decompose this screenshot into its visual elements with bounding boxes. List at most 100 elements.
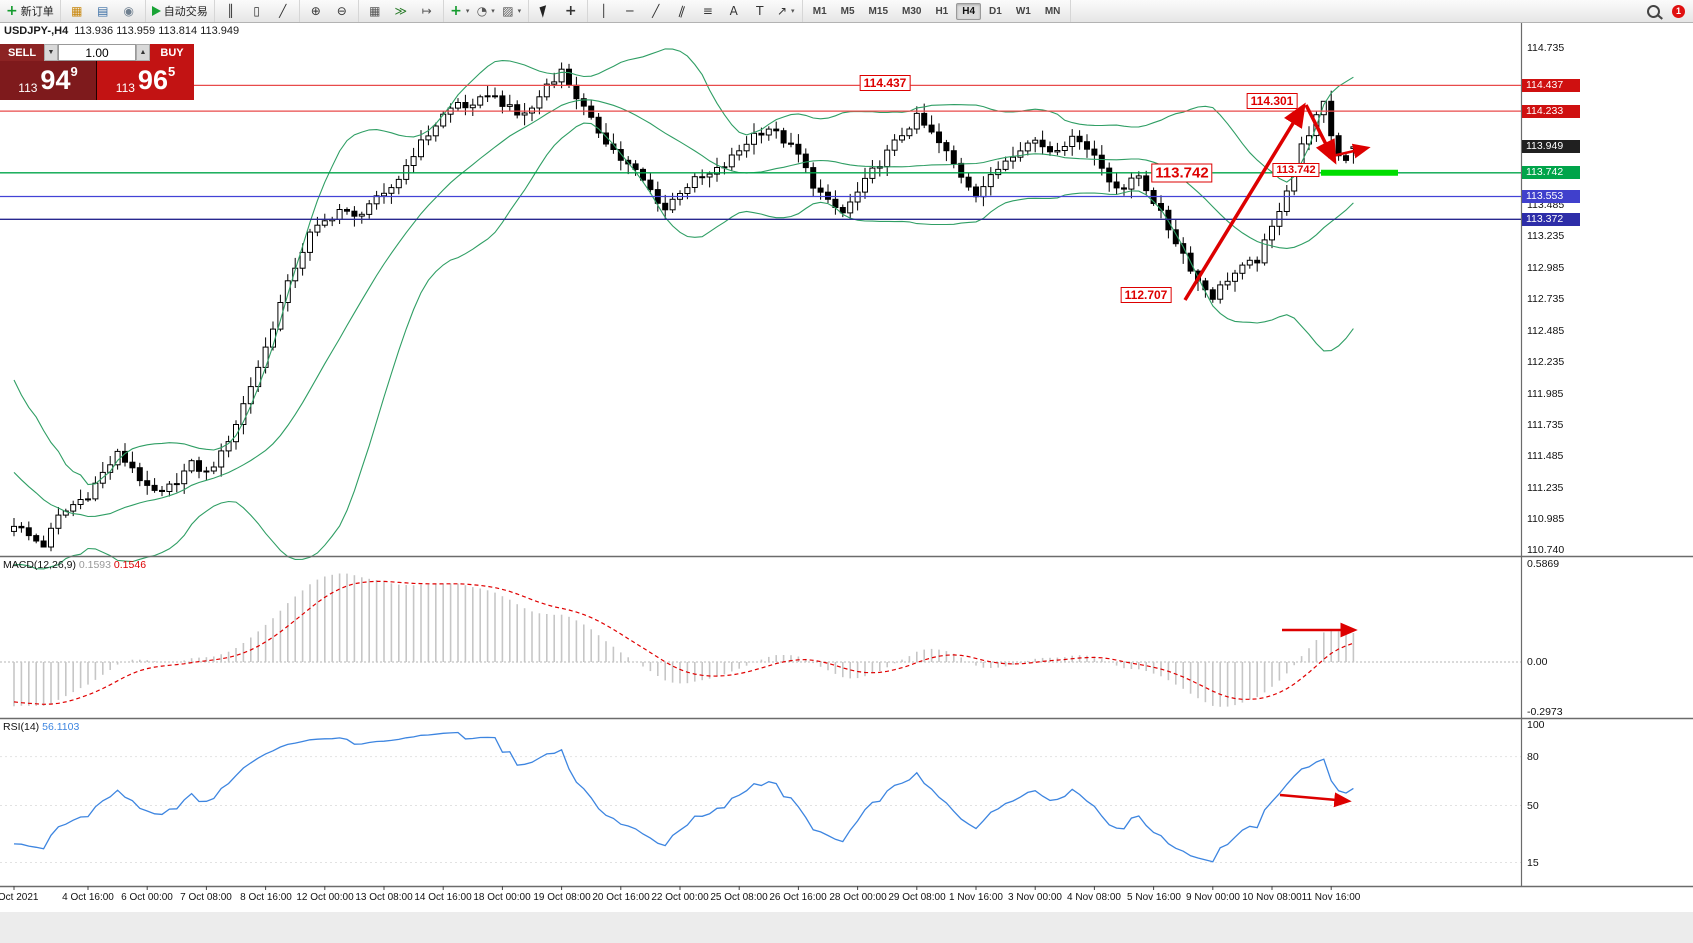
market-watch-icon[interactable]: ▤	[91, 2, 115, 20]
vertical-line-tool-button-glyph: │	[600, 4, 608, 18]
toolbar-group: │ ─ ╱ ∥ ≡ A T ↗ ▾	[588, 0, 803, 22]
toolbar-group: ║ ▯ ╱	[215, 0, 300, 22]
toolbar-group: +	[529, 0, 588, 22]
timeframe-button-w1[interactable]: W1	[1015, 5, 1031, 17]
text-label-tool-button[interactable]: T	[748, 2, 772, 20]
timeframe-button-mn[interactable]: MN	[1044, 5, 1061, 17]
new-chart-button-glyph: +	[450, 3, 462, 19]
navigator-icon[interactable]: ◉	[117, 2, 141, 20]
periods-button-glyph: ◔	[476, 4, 488, 18]
auto-scroll-button[interactable]: ≫	[389, 2, 413, 20]
rsi-name: RSI(14)	[3, 721, 40, 733]
timeframe-button-m30[interactable]: M30	[902, 5, 922, 17]
window-background	[0, 912, 1693, 943]
arrows-tool-button[interactable]: ↗ ▾	[774, 2, 798, 20]
templates-button[interactable]: ▨ ▾	[500, 2, 524, 20]
candlestick-chart-button-glyph: ▯	[253, 4, 261, 18]
zoom-out-button-glyph: ⊖	[336, 4, 347, 18]
timeframe-button-m5[interactable]: M5	[840, 5, 855, 17]
trade-panel-quotes: 113 94 9 113 96 5	[0, 61, 194, 100]
text-tool-button-glyph: A	[729, 4, 738, 18]
chart-symbol-period: USDJPY-,H4	[4, 25, 69, 37]
buy-price-prefix: 113	[115, 81, 135, 95]
timeframe-button-m15[interactable]: M15	[868, 5, 888, 17]
arrows-tool-button-dropdown-icon[interactable]: ▾	[791, 8, 795, 15]
volume-up-icon: ▲	[139, 49, 147, 56]
chart-shift-button[interactable]: ↦	[415, 2, 439, 20]
new-order-button[interactable]: + 新订单	[4, 2, 56, 20]
search-button[interactable]	[1641, 2, 1665, 20]
zoom-out-button[interactable]: ⊖	[330, 2, 354, 20]
trendline-tool-button[interactable]: ╱	[644, 2, 668, 20]
text-tool-button[interactable]: A	[722, 2, 746, 20]
buy-price-pip: 5	[167, 64, 176, 79]
buy-button[interactable]: BUY	[150, 44, 194, 61]
market-watch-icon-glyph: ▤	[97, 4, 109, 18]
sell-price-pip: 9	[70, 64, 78, 79]
channel-tool-button-glyph: ∥	[676, 3, 687, 19]
toolbar-group: ▦ ▤ ◉	[61, 0, 146, 22]
main-toolbar: + 新订单 ▦ ▤ ◉ 自动交易 ║ ▯ ╱ ⊕ ⊖ ▦ ≫ ↦ + ▾ ◔ ▾ ▨ ▾ + │ ─ ╱ ∥ ≡ A T ↗ ▾ M1 M5 M…	[0, 0, 1693, 23]
volume-up-button[interactable]: ▲	[136, 44, 150, 61]
tile-windows-button[interactable]: ▦	[363, 2, 387, 20]
horizontal-line-tool-button-glyph: ─	[626, 4, 634, 18]
sell-button[interactable]: SELL	[0, 44, 44, 61]
buy-price-main: 96	[137, 65, 168, 95]
new-chart-button-dropdown-icon[interactable]: ▾	[465, 8, 470, 15]
sell-price-prefix: 113	[18, 81, 38, 95]
templates-button-glyph: ▨	[502, 4, 514, 18]
zoom-in-button-glyph: ⊕	[310, 4, 321, 18]
crosshair-tool-button[interactable]: +	[559, 2, 583, 20]
horizontal-line-tool-button[interactable]: ─	[618, 2, 642, 20]
timeframe-button-h1[interactable]: H1	[935, 5, 949, 17]
chart-title: USDJPY-,H4 113.936 113.959 113.814 113.94…	[4, 25, 239, 37]
toolbar-group: + 新订单	[0, 0, 61, 22]
bar-chart-button-glyph: ║	[227, 4, 235, 18]
new-order-button-glyph: +	[6, 3, 18, 19]
channel-tool-button[interactable]: ∥	[670, 2, 694, 20]
auto-trading-button[interactable]: 自动交易	[150, 2, 210, 20]
volume-down-button[interactable]: ▼	[44, 44, 58, 61]
fibonacci-tool-button[interactable]: ≡	[696, 2, 720, 20]
timeframe-button-m1[interactable]: M1	[812, 5, 827, 17]
trade-panel-controls: SELL ▼ 1.00 ▲ BUY	[0, 44, 194, 61]
rsi-value: 56.1103	[42, 721, 80, 733]
arrows-tool-button-glyph: ↗	[776, 4, 787, 18]
bar-chart-button[interactable]: ║	[219, 2, 243, 20]
toolbar-group: + ▾ ◔ ▾ ▨ ▾	[444, 0, 529, 22]
cursor-tool-button-icon	[539, 4, 550, 18]
templates-button-dropdown-icon[interactable]: ▾	[517, 8, 522, 15]
periods-button-dropdown-icon[interactable]: ▾	[491, 8, 495, 15]
search-icon	[1646, 4, 1660, 18]
cursor-tool-button[interactable]	[533, 2, 557, 20]
charts-window-icon-glyph: ▦	[71, 4, 83, 18]
periods-button[interactable]: ◔ ▾	[474, 2, 498, 20]
vertical-line-tool-button[interactable]: │	[592, 2, 616, 20]
rsi-indicator-label: RSI(14) 56.1103	[3, 721, 79, 733]
toolbar-group: ⊕ ⊖	[300, 0, 359, 22]
chart-shift-button-glyph: ↦	[421, 4, 432, 18]
text-label-tool-button-glyph: T	[756, 4, 764, 18]
zoom-in-button[interactable]: ⊕	[304, 2, 328, 20]
candlestick-chart-button[interactable]: ▯	[245, 2, 269, 20]
line-chart-button-glyph: ╱	[279, 4, 287, 18]
trendline-tool-button-glyph: ╱	[652, 4, 660, 18]
toolbar-group: M1 M5 M15 M30 H1 H4 D1 W1 MN	[803, 0, 1072, 22]
timeframe-button-h4[interactable]: H4	[956, 2, 982, 20]
fibonacci-tool-button-glyph: ≡	[702, 4, 713, 18]
charts-window-icon[interactable]: ▦	[65, 2, 89, 20]
macd-name: MACD(12,26,9)	[3, 559, 76, 571]
crosshair-tool-button-glyph: +	[564, 3, 577, 19]
line-chart-button[interactable]: ╱	[271, 2, 295, 20]
sell-price-main: 94	[40, 65, 71, 95]
sell-price-display[interactable]: 113 94 9	[0, 61, 97, 100]
volume-input[interactable]: 1.00	[58, 44, 136, 61]
timeframe-button-d1[interactable]: D1	[989, 5, 1002, 17]
navigator-icon-glyph: ◉	[123, 4, 134, 18]
buy-price-display[interactable]: 113 96 5	[97, 61, 194, 100]
auto-trading-button-icon	[151, 6, 161, 16]
new-chart-button[interactable]: + ▾	[448, 2, 472, 20]
notification-badge[interactable]: 1	[1672, 4, 1685, 18]
